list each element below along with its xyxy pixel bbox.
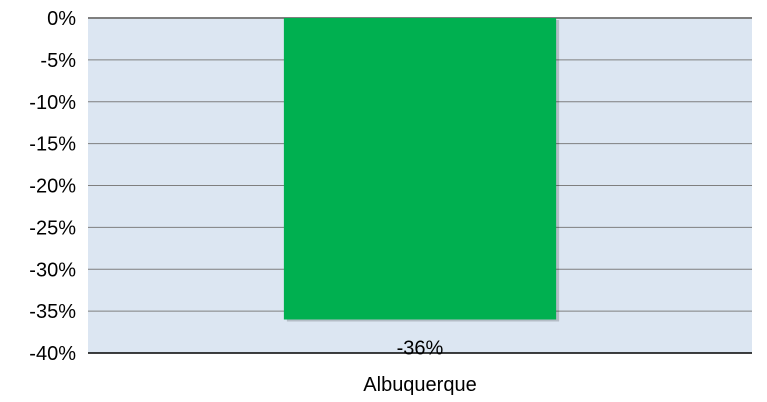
y-tick-label: -5% — [40, 50, 76, 72]
data-labels: -36% — [397, 338, 444, 360]
bar-albuquerque — [283, 18, 557, 320]
y-axis-tick-labels: 0% -5% -10% -15% -20% -25% -30% -35% -40% — [29, 8, 76, 365]
y-tick-label: -15% — [29, 134, 76, 156]
x-axis-category-labels: Albuquerque — [363, 374, 476, 396]
y-tick-label: -10% — [29, 92, 76, 114]
y-tick-label: -30% — [29, 259, 76, 281]
data-label: -36% — [397, 338, 444, 360]
y-tick-label: -40% — [29, 343, 76, 365]
y-tick-label: -35% — [29, 301, 76, 323]
y-tick-label: -25% — [29, 217, 76, 239]
y-tick-label: -20% — [29, 176, 76, 198]
x-category-label: Albuquerque — [363, 374, 476, 396]
bars — [283, 18, 560, 322]
y-tick-label: 0% — [47, 8, 76, 30]
